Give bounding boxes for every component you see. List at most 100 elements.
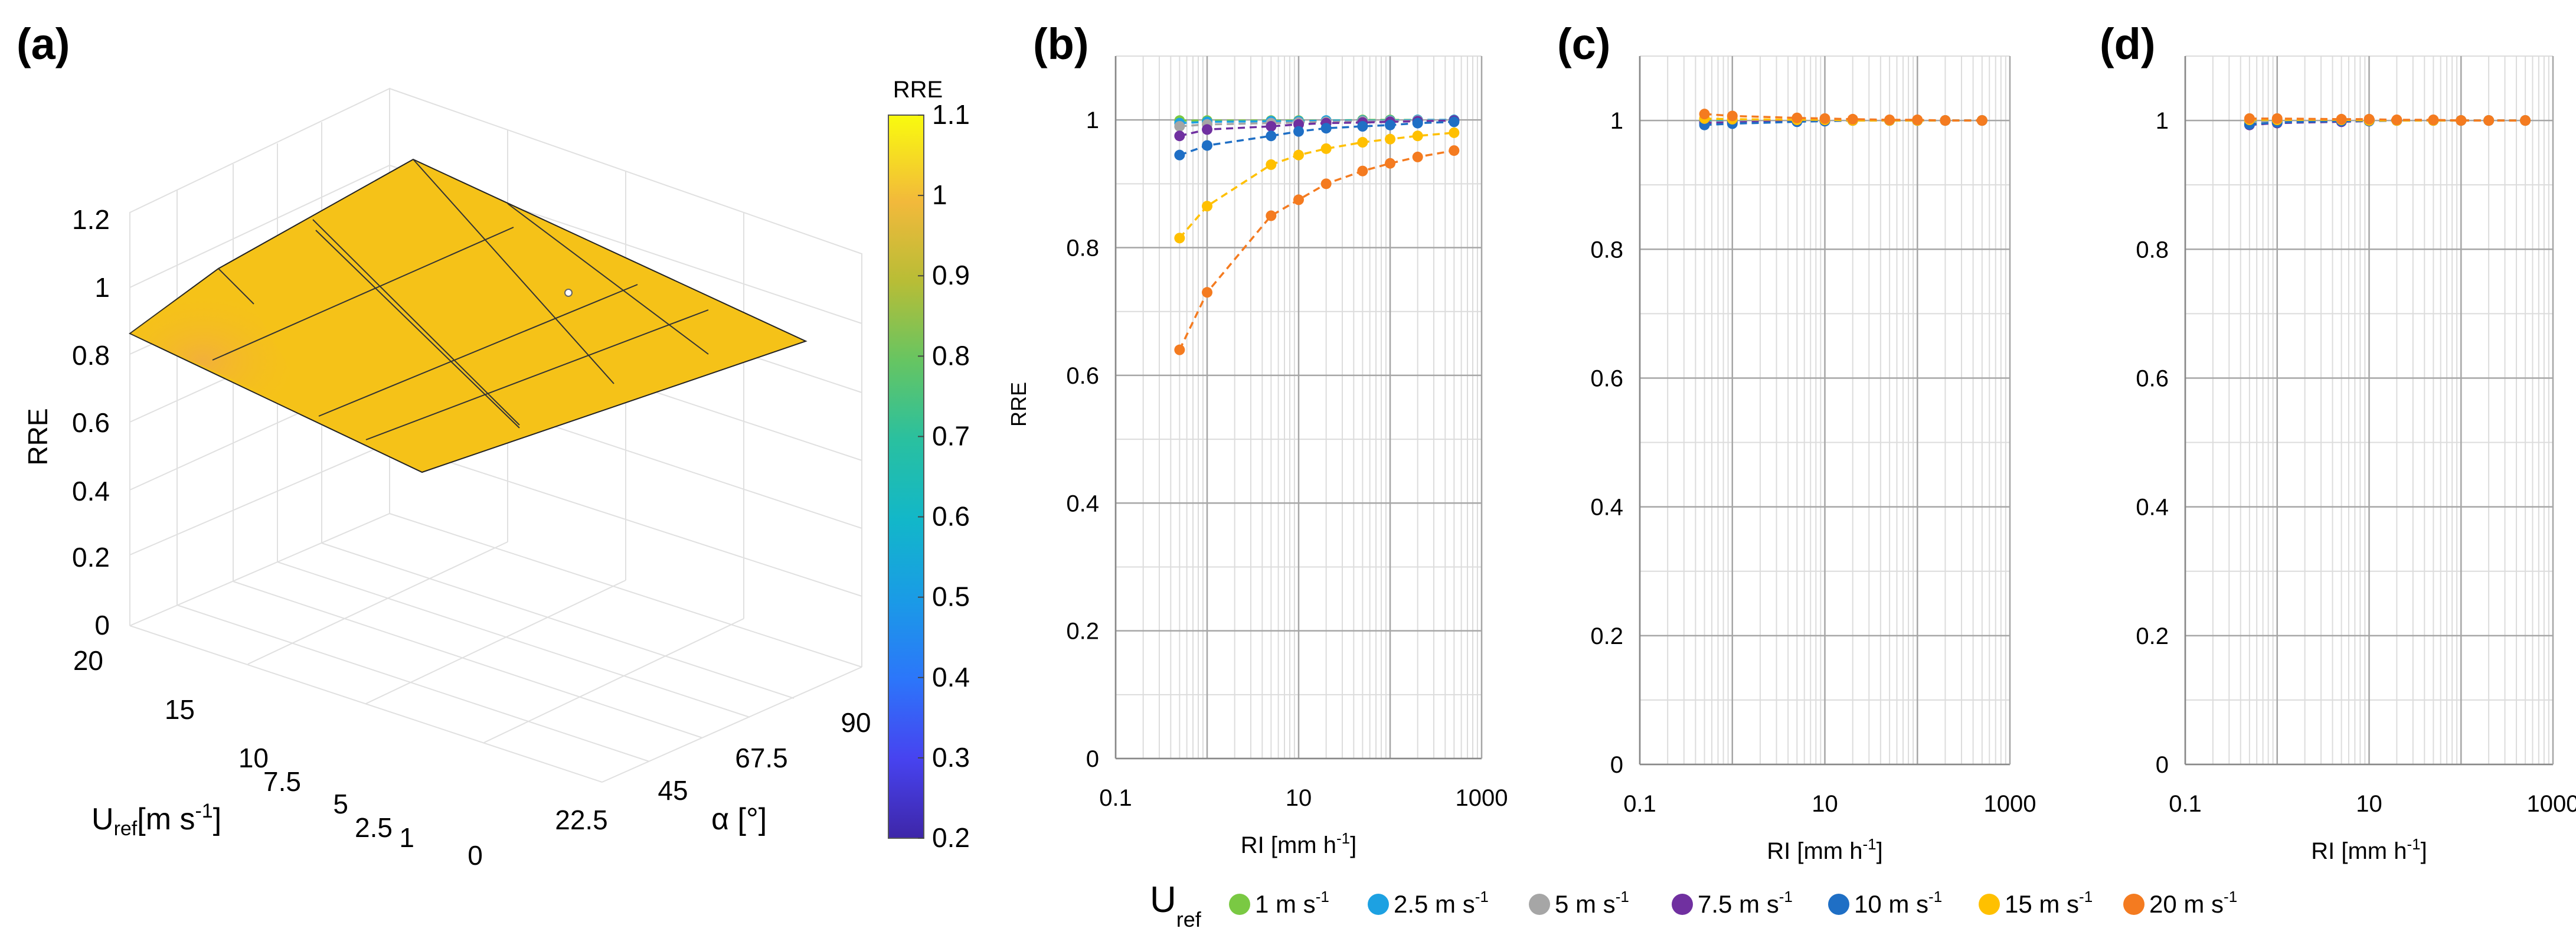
data-point <box>1385 133 1395 145</box>
surface-marker <box>564 289 573 297</box>
data-point <box>1449 116 1460 128</box>
data-point <box>1293 149 1304 161</box>
panel-c-line-chart: (c) 0 0.2 0.4 0.6 0.8 1 0.1 10 1000 RI [mm h-1] <box>1557 19 2036 864</box>
x-tick-label: 10 <box>1812 791 1838 817</box>
alpha-axis: 0 22.5 45 67.5 90 α [°] <box>468 707 871 871</box>
series-line <box>1179 120 1454 156</box>
y-tick-label: 0.8 <box>1590 237 1623 263</box>
y-tick-label: 0 <box>1610 752 1623 778</box>
data-point <box>2271 113 2283 124</box>
data-point <box>1266 159 1277 170</box>
y-axis-title: RRE <box>1006 382 1031 427</box>
series-line <box>1178 149 1454 351</box>
u-tick: 5 <box>333 789 348 819</box>
data-point <box>1293 126 1304 137</box>
data-point <box>1976 115 1987 126</box>
x-axis-title: RI [mm h-1] <box>1767 835 1882 864</box>
data-point <box>1357 137 1368 148</box>
x-axis-title: RI [mm h-1] <box>1241 829 1356 858</box>
y-tick-label: 0.8 <box>1066 236 1099 261</box>
x-tick-label: 0.1 <box>1099 785 1132 811</box>
colorbar-tick-label: 0.8 <box>932 340 970 371</box>
legend-label: 7.5 m s-1 <box>1698 888 1793 918</box>
series-line <box>1179 132 1454 239</box>
data-point <box>1940 115 1951 126</box>
y-tick-label: 0.2 <box>1066 619 1099 645</box>
surface <box>129 158 808 473</box>
data-point <box>1412 117 1423 129</box>
colorbar-tick-label: 0.7 <box>932 420 970 451</box>
z-tick: 0 <box>94 610 110 640</box>
alpha-tick: 45 <box>658 775 688 806</box>
z-tick: 0.2 <box>72 542 110 573</box>
data-point <box>1266 121 1277 132</box>
data-point <box>1727 110 1738 122</box>
data-point <box>2456 115 2467 126</box>
legend-label: 5 m s-1 <box>1555 888 1629 918</box>
y-tick-label: 0.4 <box>2136 495 2169 521</box>
legend-marker <box>1529 894 1550 915</box>
z-tick: 0.4 <box>72 476 110 506</box>
data-point <box>2483 115 2495 126</box>
data-point <box>1449 127 1460 138</box>
legend-label: 1 m s-1 <box>1255 888 1329 918</box>
panel-label-b: (b) <box>1033 19 1089 68</box>
panel-label-a: (a) <box>17 19 70 68</box>
u-axis: 20 15 10 7.5 5 2.5 1 Uref[m s-1] <box>73 645 414 853</box>
legend-label: 15 m s-1 <box>2005 888 2093 918</box>
x-tick-label: 0.1 <box>1623 791 1656 817</box>
colorbar-gradient <box>888 115 924 839</box>
z-tick: 0.6 <box>72 407 110 438</box>
x-tick-label: 1000 <box>1456 785 1508 811</box>
y-tick-label: 0.4 <box>1590 495 1623 521</box>
u-tick: 15 <box>165 694 195 725</box>
legend-label: 2.5 m s-1 <box>1394 888 1489 918</box>
data-point <box>2336 113 2347 125</box>
y-tick-label: 0.2 <box>2136 623 2169 649</box>
u-tick: 7.5 <box>263 766 301 797</box>
alpha-tick: 22.5 <box>555 805 608 835</box>
u-tick: 10 <box>238 743 269 773</box>
legend: Uref 1 m s-1 2.5 m s-1 5 m s-1 7.5 m s-1 10 … <box>1150 880 2237 931</box>
data-point <box>1320 123 1332 134</box>
data-point <box>1699 109 1710 120</box>
legend-marker <box>2123 894 2145 915</box>
colorbar-tick-label: 0.3 <box>932 742 970 773</box>
data-point <box>1266 130 1277 142</box>
data-point <box>1320 143 1332 154</box>
legend-marker <box>1979 894 2000 915</box>
colorbar-tick-label: 0.9 <box>932 260 970 290</box>
legend-marker <box>1229 894 1250 915</box>
data-point <box>1174 130 1185 142</box>
y-tick-label: 0.4 <box>1066 491 1099 517</box>
colorbar-tick-label: 0.6 <box>932 501 970 532</box>
colorbar-tick-label: 0.5 <box>932 581 970 612</box>
legend-marker <box>1368 894 1389 915</box>
legend-title: Uref <box>1150 880 1202 931</box>
data-point <box>1320 178 1332 189</box>
panel-a-3d-surface: (a) <box>17 19 970 871</box>
x-tick-label: 10 <box>1286 785 1312 811</box>
u-axis-title: Uref[m s-1] <box>91 800 221 840</box>
legend-label: 20 m s-1 <box>2149 888 2237 918</box>
data-point <box>2428 115 2439 125</box>
data-point <box>1202 201 1212 212</box>
panel-label-d: (d) <box>2100 19 2156 68</box>
data-point <box>2363 113 2375 125</box>
alpha-tick: 0 <box>468 840 483 871</box>
data-point <box>1357 121 1368 132</box>
data-point <box>1847 113 1858 125</box>
data-point <box>2244 113 2255 124</box>
alpha-axis-title: α [°] <box>711 802 767 836</box>
data-point <box>1412 151 1423 162</box>
colorbar-tick-label: 1.1 <box>932 99 970 130</box>
y-tick-label: 0 <box>1086 746 1099 772</box>
x-tick-label: 0.1 <box>2169 791 2202 817</box>
y-tick-label: 1 <box>1086 107 1099 133</box>
data-point <box>1385 119 1395 130</box>
y-tick-label: 0.6 <box>1066 363 1099 389</box>
z-tick: 1 <box>94 272 110 303</box>
colorbar-tick-label: 0.4 <box>932 662 970 692</box>
y-tick-label: 0.2 <box>1590 623 1623 649</box>
surface-warm-region <box>130 269 422 472</box>
